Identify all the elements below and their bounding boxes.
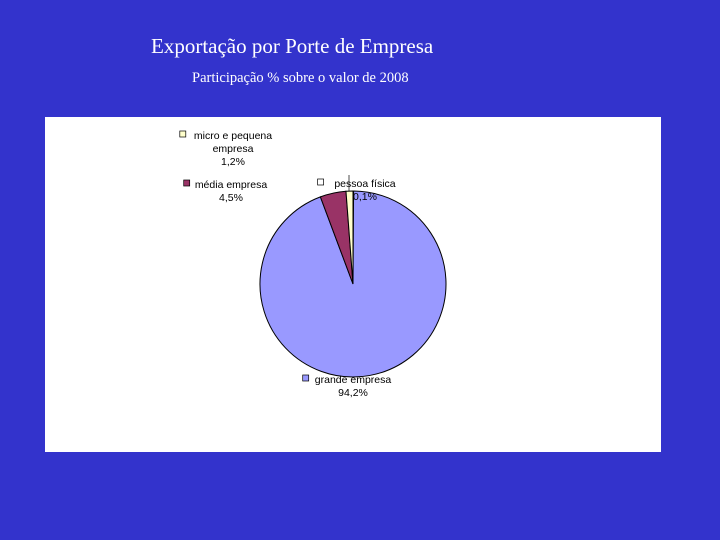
pie-slice-grande-empresa [259,190,447,378]
label-category-media-empresa: média empresa [195,179,268,191]
chart-panel: pessoa física 0,1% grande empresa 94,2% médi… [45,117,661,452]
label-key-media-empresa [183,179,191,187]
label-value-pessoa-fisica: 0,1% [353,191,377,203]
label-category-micro-pequena-empresa: micro e pequena [194,130,272,142]
slide-title: Exportação por Porte de Empresa [151,34,434,58]
slide-subtitle: Participação % sobre o valor de 2008 [192,70,409,86]
pie-slice-micro-pequena-empresa [345,190,354,285]
label-key-micro-pequena-empresa [179,130,187,138]
label-category-grande-empresa: grande empresa [315,374,392,386]
label-category-micro-pequena-empresa: empresa [213,143,254,155]
label-category-pessoa-fisica: pessoa física [334,178,395,190]
label-key-grande-empresa [302,374,310,382]
label-value-grande-empresa: 94,2% [338,387,368,399]
label-key-pessoa-fisica [317,178,324,186]
label-value-media-empresa: 4,5% [219,192,243,204]
label-value-micro-pequena-empresa: 1,2% [221,156,245,168]
